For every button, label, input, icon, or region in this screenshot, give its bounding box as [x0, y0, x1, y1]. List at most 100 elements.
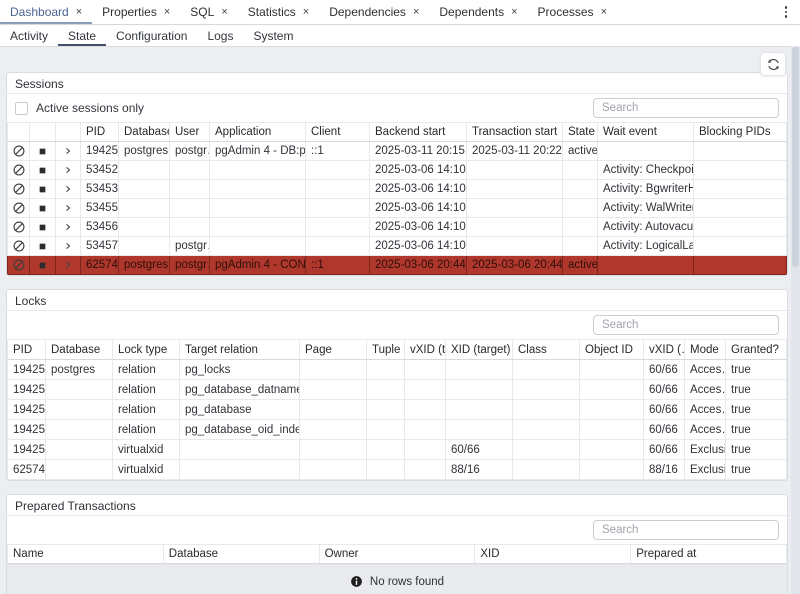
cancel-session-icon[interactable]: [7, 198, 30, 218]
tab-processes[interactable]: Processes ×: [528, 0, 617, 24]
terminate-session-icon[interactable]: [29, 198, 56, 218]
column-header[interactable]: Blocking PIDs: [693, 122, 787, 142]
column-header[interactable]: Owner: [318, 544, 476, 564]
scrollbar-thumb[interactable]: [792, 47, 799, 267]
table-row[interactable]: 53453 2025-03-06 14:10:11 … Activity: Bgwr…: [7, 179, 787, 199]
cancel-session-icon[interactable]: [7, 160, 30, 180]
column-header[interactable]: Name: [7, 544, 164, 564]
terminate-session-icon[interactable]: [29, 179, 56, 199]
column-header[interactable]: XID: [474, 544, 632, 564]
cell-lock_type: virtualxid: [112, 439, 180, 460]
cancel-session-icon[interactable]: [7, 236, 30, 256]
terminate-session-icon[interactable]: [29, 236, 56, 256]
close-icon[interactable]: ×: [302, 5, 310, 18]
expand-row-icon[interactable]: [55, 255, 81, 275]
column-header[interactable]: Transaction start: [466, 122, 563, 142]
subtab-logs[interactable]: Logs: [207, 28, 234, 43]
terminate-session-icon[interactable]: [29, 160, 56, 180]
column-header[interactable]: Object ID: [579, 339, 644, 360]
expand-row-icon[interactable]: [55, 160, 81, 180]
terminate-session-icon[interactable]: [29, 217, 56, 237]
column-header[interactable]: Page: [299, 339, 367, 360]
refresh-button[interactable]: [760, 52, 786, 76]
cell-pid: 19425: [7, 419, 46, 440]
expand-row-icon[interactable]: [55, 141, 81, 161]
cancel-session-icon[interactable]: [7, 141, 30, 161]
table-row[interactable]: 53456 2025-03-06 14:10:11 … Activity: Auto…: [7, 217, 787, 237]
column-header[interactable]: Target relation: [179, 339, 300, 360]
column-header[interactable]: Prepared at: [630, 544, 787, 564]
column-header[interactable]: Backend start: [369, 122, 467, 142]
cell-object_id: [579, 359, 644, 380]
terminate-session-icon[interactable]: [29, 141, 56, 161]
column-header[interactable]: Class: [512, 339, 580, 360]
table-row[interactable]: 53452 2025-03-06 14:10:11 … Activity: Chec…: [7, 160, 787, 180]
close-icon[interactable]: ×: [163, 5, 171, 18]
column-header[interactable]: Granted?: [725, 339, 787, 360]
expand-row-icon[interactable]: [55, 217, 81, 237]
table-row[interactable]: 53457 postgr… 2025-03-06 14:10:11 … Activit…: [7, 236, 787, 256]
kebab-menu-icon[interactable]: [778, 4, 794, 20]
column-header[interactable]: vXID (…: [643, 339, 685, 360]
cell-tuple: [366, 399, 405, 420]
column-header[interactable]: State: [562, 122, 598, 142]
tab-dependencies[interactable]: Dependencies ×: [319, 0, 429, 24]
column-header[interactable]: Database: [162, 544, 320, 564]
locks-search-input[interactable]: [593, 315, 779, 335]
cell-lock_type: relation: [112, 379, 180, 400]
cell-vxid_target: [404, 419, 446, 440]
column-header[interactable]: Database: [45, 339, 113, 360]
column-header[interactable]: Wait event: [597, 122, 694, 142]
expand-row-icon[interactable]: [55, 198, 81, 218]
column-header[interactable]: XID (target): [445, 339, 513, 360]
prepared-search-input[interactable]: [593, 520, 779, 540]
close-icon[interactable]: ×: [75, 5, 83, 18]
cell-database: [118, 160, 170, 180]
column-header[interactable]: Mode: [684, 339, 726, 360]
cancel-session-icon[interactable]: [7, 255, 30, 275]
column-header[interactable]: Lock type: [112, 339, 180, 360]
expand-row-icon[interactable]: [55, 236, 81, 256]
subtab-configuration[interactable]: Configuration: [116, 28, 188, 43]
close-icon[interactable]: ×: [221, 5, 228, 18]
table-row[interactable]: 19425 relation pg_database_oid_index 60/66 A…: [7, 419, 787, 440]
column-header[interactable]: Database: [118, 122, 170, 142]
subtab-state[interactable]: State: [58, 25, 106, 46]
close-icon[interactable]: ×: [600, 5, 607, 18]
cell-application: pgAdmin 4 - DB:post…: [209, 141, 306, 161]
column-header[interactable]: Application: [209, 122, 306, 142]
tab-properties[interactable]: Properties ×: [92, 0, 180, 24]
terminate-session-icon[interactable]: [29, 255, 56, 275]
no-rows-text: No rows found: [369, 575, 445, 588]
cancel-session-icon[interactable]: [7, 217, 30, 237]
close-icon[interactable]: ×: [412, 5, 420, 18]
tab-sql[interactable]: SQL ×: [180, 0, 237, 24]
sessions-search-input[interactable]: [593, 98, 779, 118]
expand-row-icon[interactable]: [55, 179, 81, 199]
vertical-scrollbar[interactable]: [791, 46, 800, 594]
cell-pid: 53456: [80, 217, 119, 237]
cell-vxid_target: [404, 359, 446, 380]
tab-dependents[interactable]: Dependents ×: [429, 0, 527, 24]
tab-statistics[interactable]: Statistics ×: [238, 0, 319, 24]
subtab-activity[interactable]: Activity: [10, 28, 49, 43]
table-row[interactable]: 53455 2025-03-06 14:10:11 … Activity: WalW…: [7, 198, 787, 218]
column-header[interactable]: PID: [80, 122, 119, 142]
column-header[interactable]: vXID (t…: [404, 339, 446, 360]
column-header[interactable]: PID: [7, 339, 46, 360]
column-header[interactable]: User: [169, 122, 210, 142]
tab-dashboard[interactable]: Dashboard ×: [0, 0, 92, 24]
active-sessions-checkbox[interactable]: Active sessions only: [15, 101, 144, 115]
subtab-system[interactable]: System: [253, 28, 294, 43]
cancel-session-icon[interactable]: [7, 179, 30, 199]
column-header[interactable]: Tuple: [366, 339, 405, 360]
close-icon[interactable]: ×: [511, 5, 518, 18]
column-header[interactable]: Client: [305, 122, 370, 142]
